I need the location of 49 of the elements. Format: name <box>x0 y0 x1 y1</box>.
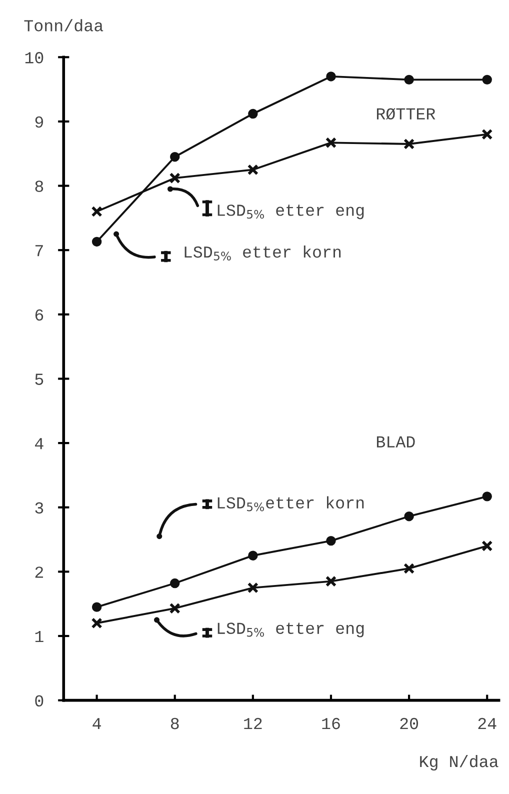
point <box>482 492 492 502</box>
point <box>404 512 414 522</box>
y-tick-label: 4 <box>35 438 44 450</box>
annotation: LSD$_{5%}$ etter eng <box>218 204 364 220</box>
point <box>403 562 415 574</box>
point <box>92 236 102 247</box>
point <box>170 152 180 162</box>
point <box>325 137 337 148</box>
x-tick-label: 8 <box>170 718 179 730</box>
y-tick-label: 7 <box>35 245 43 256</box>
y-tick-label: 8 <box>35 180 44 192</box>
annotation: LSD$_{5%}$etter korn <box>218 496 364 512</box>
y-tick-label: 5 <box>35 374 44 385</box>
y-tick-label: 3 <box>35 502 44 514</box>
annotation: RØTTER <box>376 108 436 120</box>
y-axis-title: Tonn/daa <box>24 19 104 32</box>
x-tick-label: 24 <box>478 718 496 730</box>
point <box>326 536 336 546</box>
point <box>403 138 415 150</box>
point <box>91 206 102 218</box>
point <box>482 74 492 85</box>
annotation: LSD$_{5%}$ etter korn <box>184 245 341 260</box>
y-tick-label: 2 <box>35 566 43 578</box>
annotation: BLAD <box>376 436 415 448</box>
point <box>482 128 493 140</box>
x-tick-label: 20 <box>400 718 418 730</box>
x-axis-title: Kg N/daa <box>420 754 498 771</box>
point <box>169 172 180 184</box>
point <box>247 582 258 594</box>
x-tick-label: 4 <box>92 718 101 730</box>
point <box>91 618 102 629</box>
y-tick-label: 1 <box>35 631 44 642</box>
y-tick-label: 9 <box>35 116 44 128</box>
annotation: LSD$_{5%}$ etter eng <box>218 622 364 638</box>
point <box>248 108 258 119</box>
point <box>482 540 493 552</box>
point <box>169 602 180 614</box>
point <box>326 72 336 82</box>
y-tick-label: 10 <box>25 52 44 64</box>
point <box>248 550 258 560</box>
point <box>92 602 102 612</box>
point <box>247 164 258 176</box>
x-tick-label: 12 <box>244 718 262 730</box>
point <box>170 578 180 588</box>
y-tick-label: 6 <box>35 309 44 321</box>
y-tick-label: 0 <box>35 695 44 707</box>
x-tick-label: 16 <box>322 718 340 730</box>
point <box>404 74 414 85</box>
point <box>325 576 337 587</box>
